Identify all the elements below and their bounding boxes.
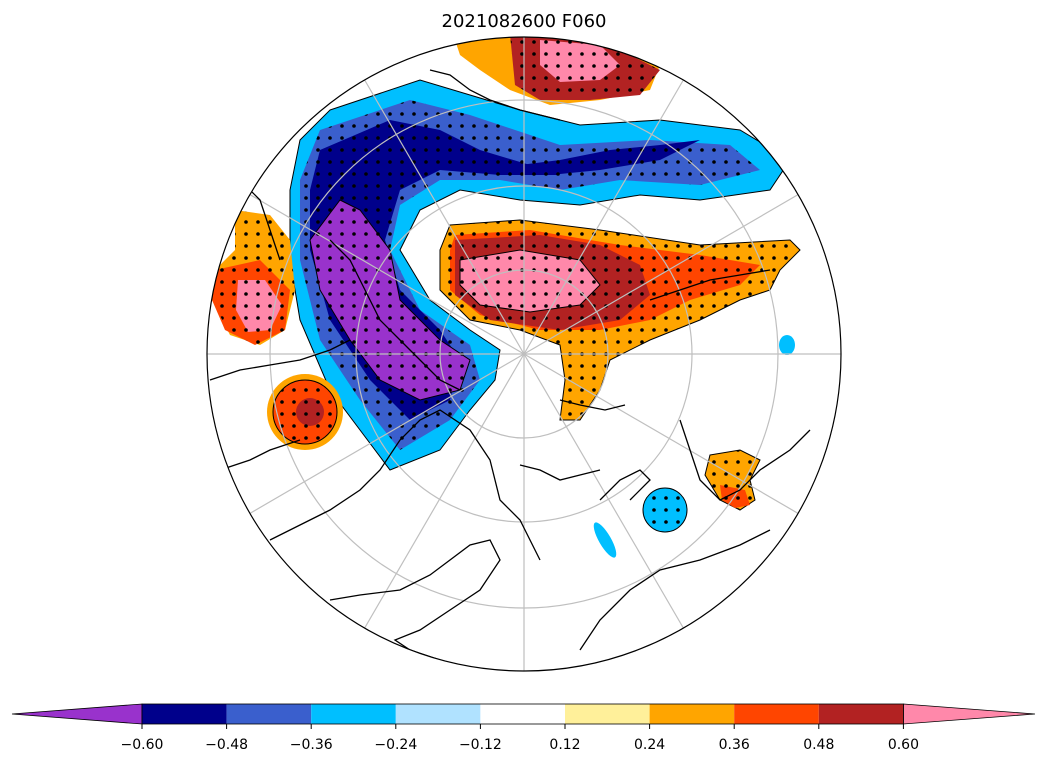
colorbar-segment — [142, 704, 227, 724]
graticule — [207, 37, 841, 671]
colorbar-segment — [311, 704, 396, 724]
colorbar-segment — [818, 704, 904, 724]
colorbar-tick-label: −0.48 — [205, 737, 248, 753]
map-title: 2021082600 F060 — [442, 11, 607, 32]
colorbar-tick-label: 0.48 — [803, 737, 834, 753]
colorbar-segment — [480, 704, 565, 724]
map-panel — [207, 37, 841, 671]
colorbar-extend-max — [903, 703, 1036, 725]
colorbar-tick-label: −0.12 — [459, 737, 502, 753]
colorbar: −0.60 −0.48 −0.36 −0.24 −0.12 0.12 0.24 0.36 0.4… — [11, 703, 1036, 753]
colorbar-outline — [141, 703, 904, 725]
colorbar-segment — [649, 704, 735, 724]
colorbar-tick-label: 0.24 — [634, 737, 665, 753]
colorbar-tick-label: −0.36 — [290, 737, 333, 753]
colorbar-extend-min — [11, 703, 143, 725]
colorbar-tick-label: 0.60 — [888, 737, 919, 753]
coastlines — [209, 69, 811, 661]
colorbar-segment — [565, 704, 650, 724]
colorbar-segment — [395, 704, 481, 724]
colorbar-tick-label: 0.36 — [719, 737, 750, 753]
colorbar-segment — [734, 704, 819, 724]
colorbar-segment — [226, 704, 312, 724]
colorbar-tick-label: 0.12 — [549, 737, 580, 753]
map-boundary — [206, 36, 842, 672]
colorbar-tick-label: −0.24 — [374, 737, 417, 753]
colorbar-tick-label: −0.60 — [121, 737, 164, 753]
